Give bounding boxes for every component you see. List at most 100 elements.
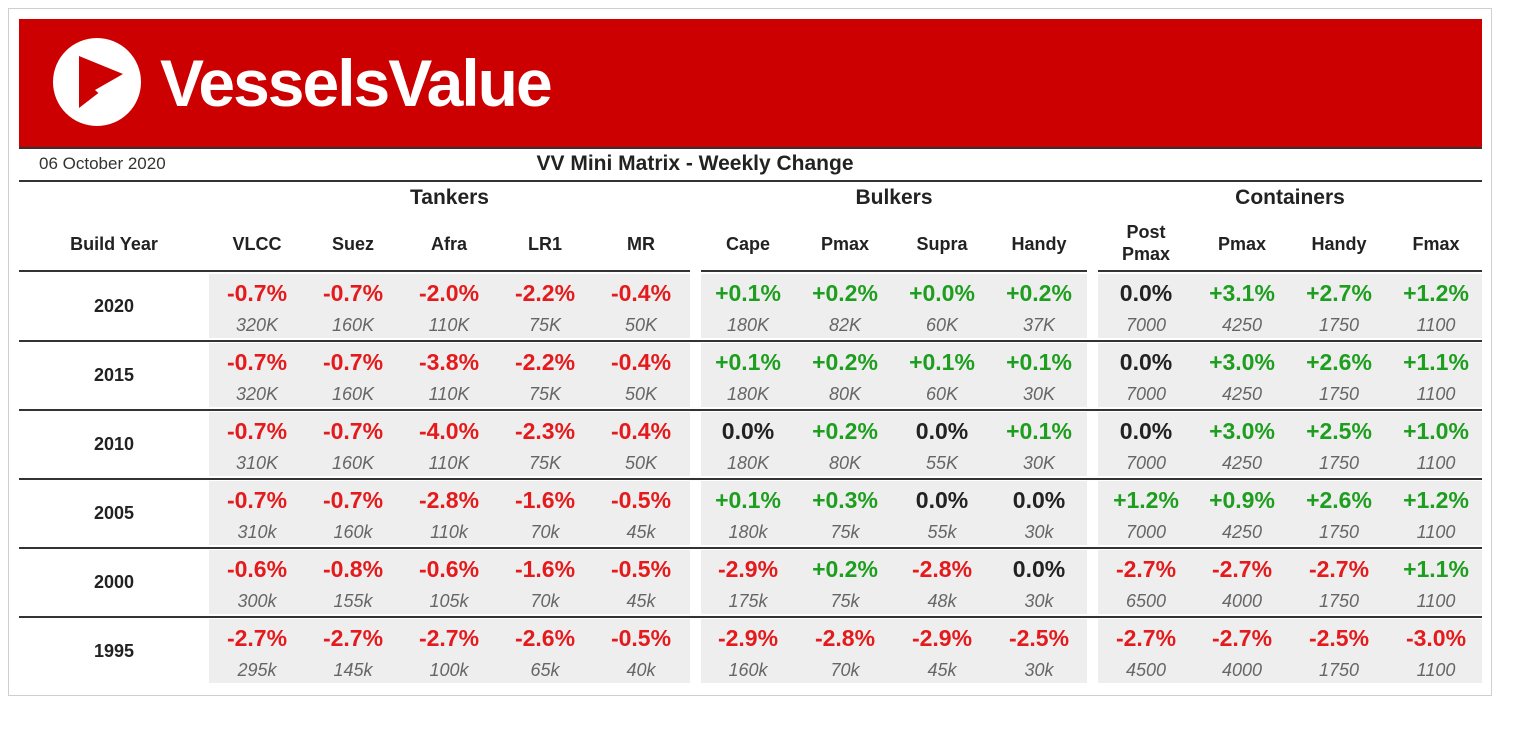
weekly-change-value: -0.4% bbox=[610, 280, 672, 306]
weekly-change-value: -2.7% bbox=[1115, 625, 1177, 651]
weekly-change-value: +0.2% bbox=[812, 280, 878, 306]
divider bbox=[701, 270, 1087, 272]
vessel-size-value: 110K bbox=[428, 384, 470, 404]
build-year-label: 2010 bbox=[93, 434, 135, 454]
weekly-change-value: +0.2% bbox=[1006, 280, 1072, 306]
group-header-tankers: Tankers bbox=[410, 186, 489, 209]
weekly-change-value: -0.6% bbox=[418, 556, 480, 582]
weekly-change-value: 0.0% bbox=[1119, 418, 1173, 444]
vessel-size-value: 30k bbox=[1024, 591, 1054, 611]
weekly-change-value: -0.7% bbox=[322, 418, 384, 444]
cell-background bbox=[701, 412, 1087, 476]
report-date: 06 October 2020 bbox=[39, 154, 166, 173]
cell-background bbox=[209, 619, 690, 683]
vessel-size-value: 180K bbox=[726, 384, 770, 404]
weekly-change-value: -2.2% bbox=[514, 349, 576, 375]
divider bbox=[19, 147, 1482, 149]
weekly-change-value: +1.1% bbox=[1403, 556, 1469, 582]
weekly-change-value: +1.1% bbox=[1403, 349, 1469, 375]
column-header: LR1 bbox=[527, 234, 562, 254]
weekly-change-value: +3.1% bbox=[1209, 280, 1275, 306]
vessel-size-value: 37K bbox=[1022, 315, 1056, 335]
cell-background bbox=[701, 619, 1087, 683]
build-year-label: 2020 bbox=[93, 296, 135, 316]
weekly-change-value: -2.5% bbox=[1008, 625, 1070, 651]
build-year-label: 1995 bbox=[93, 641, 135, 661]
vessel-size-value: 1100 bbox=[1416, 522, 1456, 542]
weekly-change-value: +0.1% bbox=[715, 349, 781, 375]
weekly-change-value: 0.0% bbox=[1119, 349, 1173, 375]
weekly-change-value: 0.0% bbox=[915, 418, 969, 444]
weekly-change-value: 0.0% bbox=[1012, 556, 1066, 582]
weekly-change-value: +0.1% bbox=[909, 349, 975, 375]
weekly-change-value: +0.1% bbox=[715, 487, 781, 513]
divider bbox=[19, 180, 1482, 182]
vessel-size-value: 55k bbox=[927, 522, 957, 542]
vessel-size-value: 1100 bbox=[1416, 660, 1456, 680]
build-year-header: Build Year bbox=[70, 234, 158, 254]
vessel-size-value: 310K bbox=[235, 453, 279, 473]
vessel-size-value: 70k bbox=[530, 522, 560, 542]
cell-background bbox=[701, 550, 1087, 614]
weekly-change-value: -2.9% bbox=[911, 625, 973, 651]
vessel-size-value: 40k bbox=[626, 660, 656, 680]
weekly-change-value: -0.7% bbox=[322, 349, 384, 375]
cell-background bbox=[1098, 343, 1482, 407]
column-header: Afra bbox=[430, 234, 467, 254]
vessel-size-value: 50K bbox=[624, 315, 658, 335]
weekly-change-value: +0.2% bbox=[812, 349, 878, 375]
cell-background bbox=[209, 343, 690, 407]
vessel-size-value: 75k bbox=[830, 522, 860, 542]
vessel-size-value: 105k bbox=[429, 591, 469, 611]
divider bbox=[19, 270, 690, 272]
weekly-change-value: -2.8% bbox=[911, 556, 973, 582]
weekly-change-value: -0.6% bbox=[226, 556, 288, 582]
vessel-size-value: 180K bbox=[726, 315, 770, 335]
vessel-size-value: 45k bbox=[927, 660, 957, 680]
vessel-size-value: 145k bbox=[333, 660, 373, 680]
vessel-size-value: 4250 bbox=[1221, 315, 1263, 335]
vessel-size-value: 160K bbox=[331, 315, 375, 335]
vessel-size-value: 160K bbox=[331, 384, 375, 404]
weekly-change-value: -1.6% bbox=[514, 556, 576, 582]
vessel-size-value: 75K bbox=[528, 453, 562, 473]
weekly-change-value: +2.6% bbox=[1306, 349, 1372, 375]
vessel-size-value: 48k bbox=[927, 591, 957, 611]
vessel-size-value: 160k bbox=[333, 522, 373, 542]
vessel-size-value: 1750 bbox=[1318, 453, 1360, 473]
weekly-change-value: +2.7% bbox=[1306, 280, 1372, 306]
cell-background bbox=[1098, 412, 1482, 476]
vessel-size-value: 310k bbox=[237, 522, 277, 542]
vessel-size-value: 320K bbox=[235, 315, 279, 335]
weekly-change-value: -2.7% bbox=[322, 625, 384, 651]
weekly-change-value: -2.6% bbox=[514, 625, 576, 651]
row-divider bbox=[19, 340, 1482, 342]
cell-background bbox=[701, 343, 1087, 407]
vesselsvalue-logo-icon bbox=[53, 38, 141, 126]
column-header: Pmax bbox=[820, 234, 870, 254]
vessel-size-value: 100k bbox=[429, 660, 469, 680]
weekly-change-value: -2.5% bbox=[1308, 625, 1370, 651]
vessel-size-value: 1750 bbox=[1318, 591, 1360, 611]
vessel-size-value: 320K bbox=[235, 384, 279, 404]
weekly-change-value: +0.1% bbox=[1006, 418, 1072, 444]
vessel-size-value: 6500 bbox=[1125, 591, 1167, 611]
weekly-change-value: -0.5% bbox=[610, 625, 672, 651]
vessel-size-value: 1100 bbox=[1416, 315, 1456, 335]
vessel-size-value: 110K bbox=[428, 453, 470, 473]
vessel-size-value: 80K bbox=[828, 384, 862, 404]
vessel-size-value: 70k bbox=[530, 591, 560, 611]
vessel-size-value: 30K bbox=[1022, 453, 1056, 473]
weekly-change-value: -0.4% bbox=[610, 349, 672, 375]
vessel-size-value: 175k bbox=[728, 591, 768, 611]
vessel-size-value: 4000 bbox=[1221, 591, 1263, 611]
weekly-change-value: 0.0% bbox=[721, 418, 775, 444]
weekly-change-value: -0.7% bbox=[226, 487, 288, 513]
column-header: Post Pmax bbox=[1121, 222, 1171, 264]
weekly-change-value: +1.2% bbox=[1403, 280, 1469, 306]
column-header: MR bbox=[627, 234, 655, 254]
column-header: Suez bbox=[331, 234, 374, 254]
report-title: VV Mini Matrix - Weekly Change bbox=[536, 152, 854, 175]
weekly-change-value: +2.6% bbox=[1306, 487, 1372, 513]
weekly-change-value: -4.0% bbox=[418, 418, 480, 444]
